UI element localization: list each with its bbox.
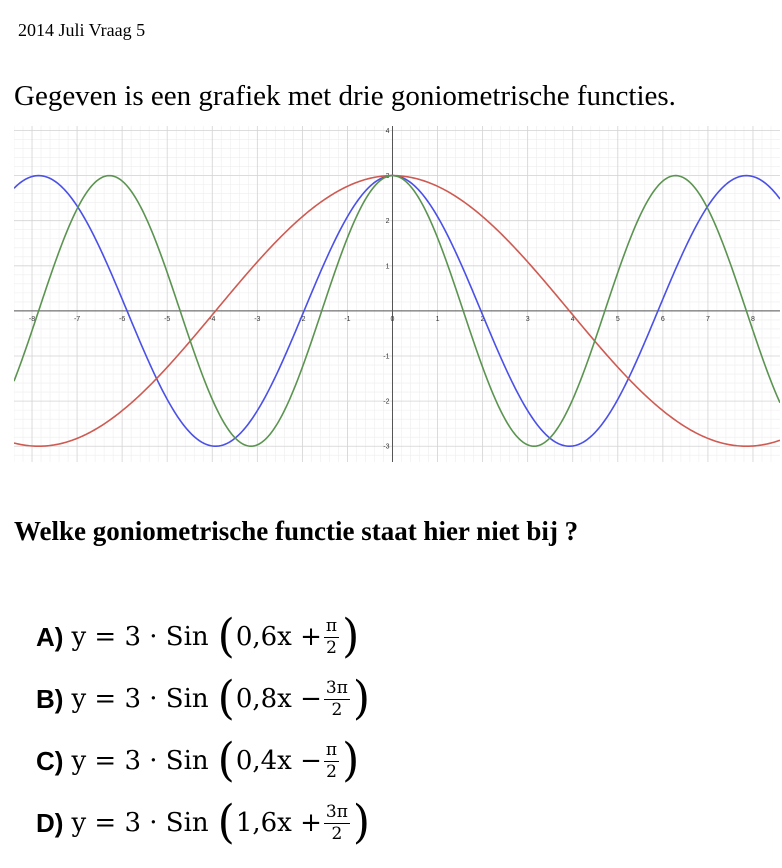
x-tick-label: -2: [299, 316, 305, 323]
x-tick-label: 4: [571, 316, 575, 323]
open-paren: (: [217, 609, 235, 664]
fraction-numerator: π: [323, 739, 340, 762]
x-tick-label: -1: [344, 316, 350, 323]
open-paren: (: [217, 733, 235, 788]
fraction-denominator: 2: [331, 823, 343, 844]
option-a[interactable]: A) y = 3 · Sin ( 0,6x + π 2 ): [36, 606, 371, 668]
axes: [14, 126, 780, 462]
x-tick-label: 7: [706, 316, 710, 323]
exam-header: 2014 Juli Vraag 5: [18, 20, 146, 40]
fraction-numerator: 3π: [323, 677, 350, 700]
open-paren: (: [217, 795, 235, 850]
fraction-numerator: 3π: [323, 801, 350, 824]
formula-lhs: y = 3 · Sin: [71, 622, 209, 652]
formula-lhs: y = 3 · Sin: [71, 808, 209, 838]
y-tick-label: -1: [383, 354, 389, 361]
option-b[interactable]: B) y = 3 · Sin ( 0,8x − 3π 2 ): [36, 668, 371, 730]
y-tick-label: -2: [383, 399, 389, 406]
x-tick-label: -4: [209, 316, 215, 323]
x-tick-label: -8: [29, 316, 35, 323]
formula-inner: 0,6x +: [235, 622, 322, 652]
x-tick-label: 0: [391, 316, 395, 323]
formula-lhs: y = 3 · Sin: [71, 746, 209, 776]
y-tick-label: -3: [383, 444, 389, 451]
x-tick-label: 3: [526, 316, 530, 323]
x-tick-label: 8: [751, 316, 755, 323]
grid-minor: [14, 126, 780, 462]
formula-inner: 0,8x −: [235, 684, 322, 714]
fraction-denominator: 2: [326, 761, 337, 782]
x-tick-label: 2: [481, 316, 485, 323]
fraction-numerator: π: [323, 615, 340, 638]
y-tick-label: 1: [386, 263, 390, 270]
x-tick-label: -5: [164, 316, 170, 323]
fraction-denominator: 2: [331, 699, 343, 720]
question-text: Welke goniometrische functie staat hier …: [14, 516, 579, 546]
option-letter: B): [36, 683, 64, 714]
fraction-denominator: 2: [326, 637, 337, 658]
fraction: π 2: [323, 739, 340, 782]
close-paren: ): [352, 795, 371, 850]
fraction: π 2: [323, 615, 340, 658]
y-tick-label: 4: [386, 128, 390, 135]
intro-text: Gegeven is een grafiek met drie goniomet…: [14, 80, 676, 112]
option-c[interactable]: C) y = 3 · Sin ( 0,4x − π 2 ): [36, 730, 371, 792]
x-tick-label: -7: [74, 316, 80, 323]
close-paren: ): [342, 609, 360, 664]
y-tick-label: 2: [386, 218, 390, 225]
option-d[interactable]: D) y = 3 · Sin ( 1,6x + 3π 2 ): [36, 792, 371, 854]
close-paren: ): [342, 733, 360, 788]
formula-lhs: y = 3 · Sin: [71, 684, 209, 714]
option-formula: y = 3 · Sin ( 1,6x + 3π 2 ): [71, 795, 371, 850]
option-formula: y = 3 · Sin ( 0,4x − π 2 ): [71, 733, 360, 788]
close-paren: ): [352, 671, 371, 726]
series-line-3: [14, 174, 780, 448]
answer-options: A) y = 3 · Sin ( 0,6x + π 2 ) B) y = 3 ·…: [36, 606, 371, 854]
option-letter: D): [36, 807, 64, 838]
open-paren: (: [217, 671, 235, 726]
fraction: 3π 2: [323, 677, 350, 720]
x-tick-label: 1: [436, 316, 440, 323]
option-formula: y = 3 · Sin ( 0,6x + π 2 ): [71, 609, 360, 664]
option-letter: A): [36, 621, 64, 652]
fraction: 3π 2: [323, 801, 350, 844]
curves: [14, 174, 780, 448]
option-letter: C): [36, 745, 64, 776]
option-formula: y = 3 · Sin ( 0,8x − 3π 2 ): [71, 671, 371, 726]
formula-inner: 1,6x +: [235, 808, 322, 838]
x-tick-label: -6: [119, 316, 125, 323]
x-tick-label: 5: [616, 316, 620, 323]
formula-inner: 0,4x −: [235, 746, 322, 776]
x-tick-label: 6: [661, 316, 665, 323]
x-tick-label: -3: [254, 316, 260, 323]
